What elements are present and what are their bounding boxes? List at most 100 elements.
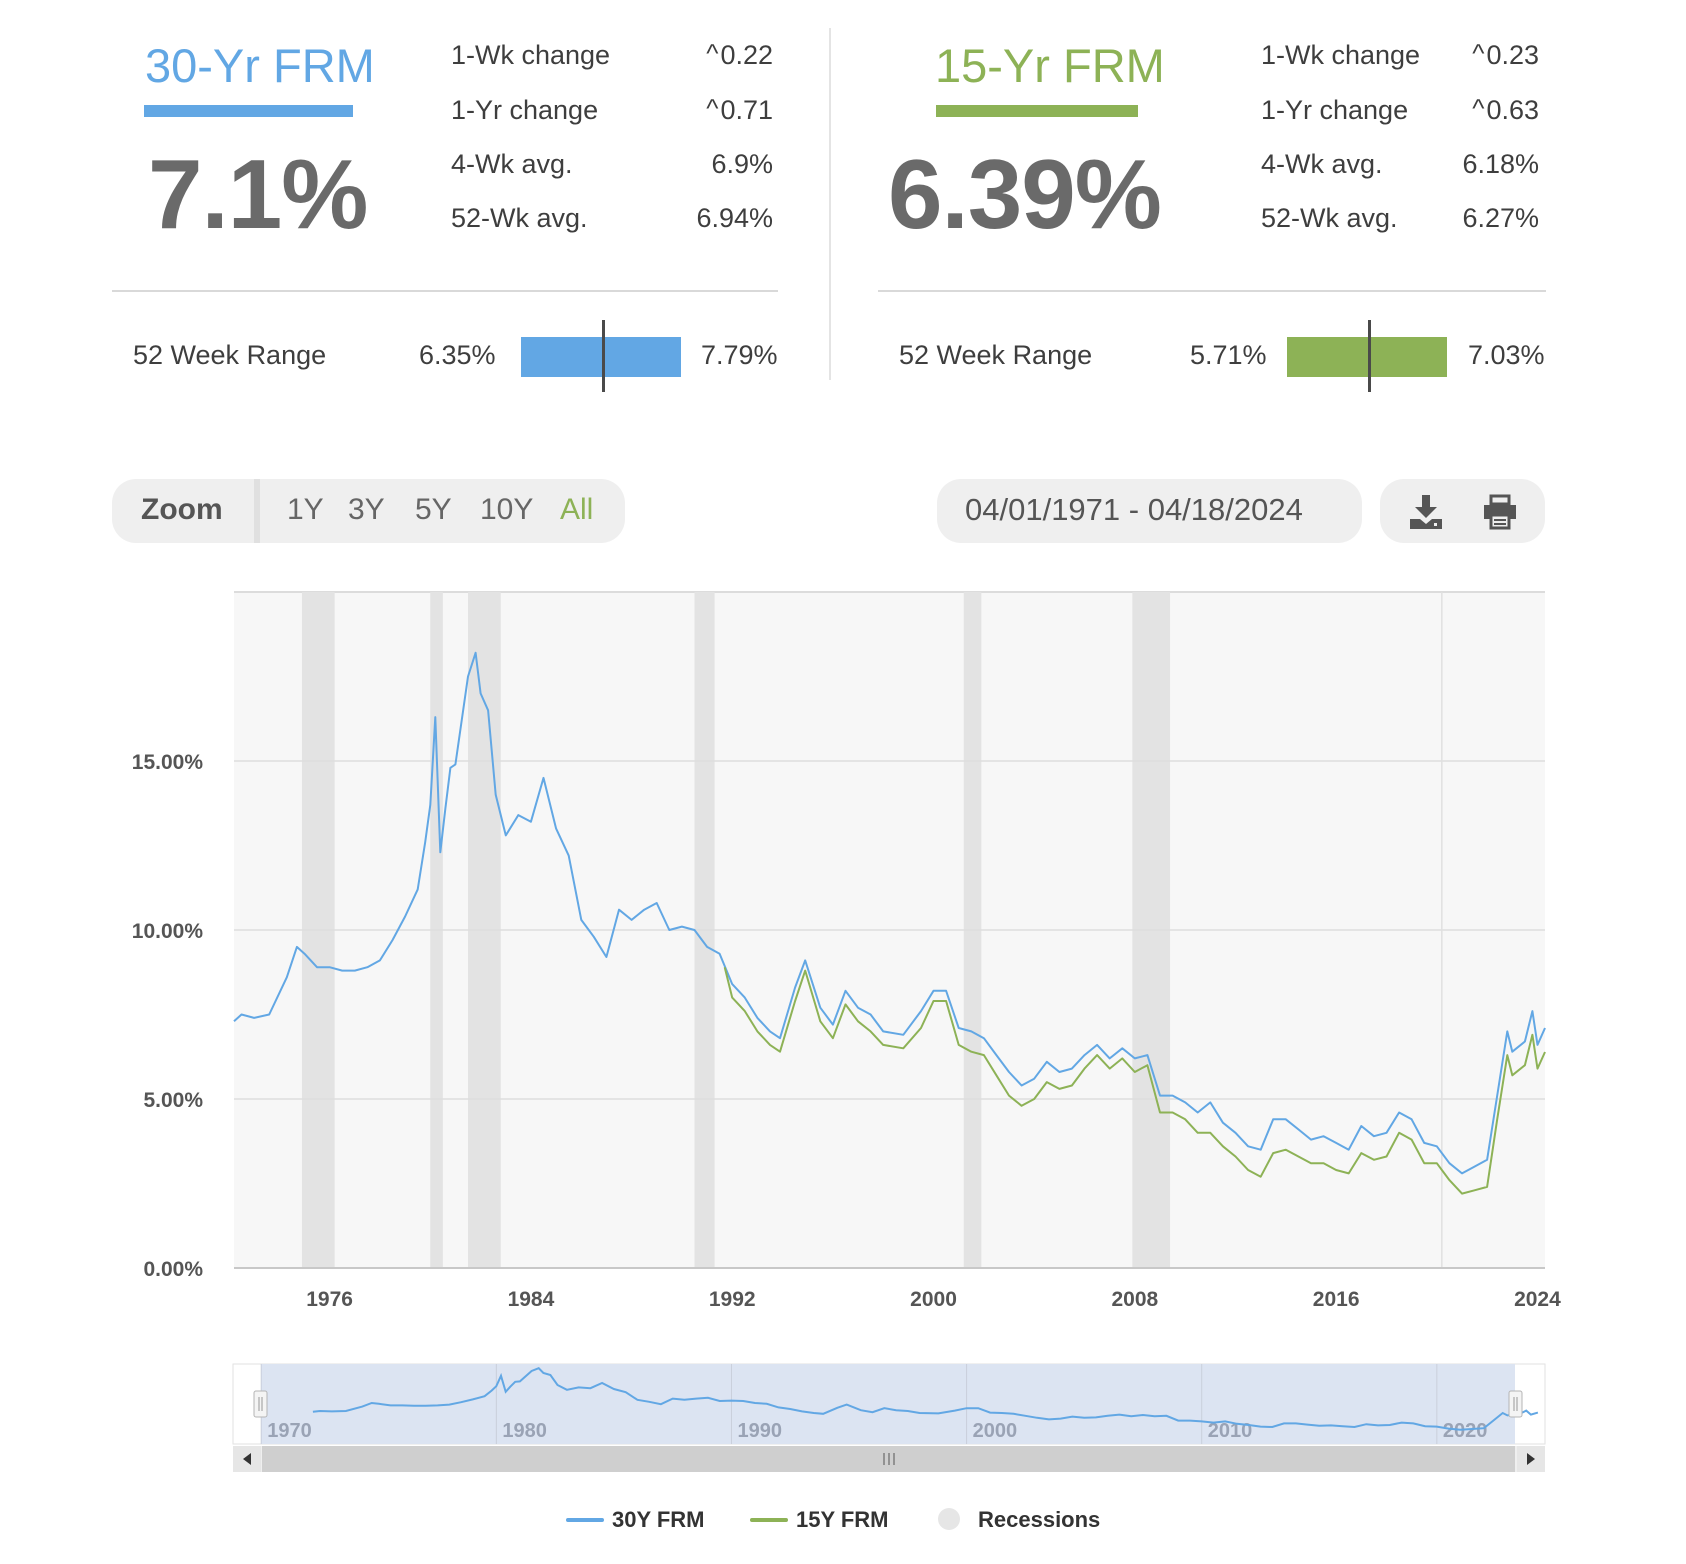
frm15-range-label: 52 Week Range [899,340,1093,370]
zoom-divider [254,479,260,543]
navigator-series-line [312,1367,1539,1431]
x-axis-labels: 1976 1984 1992 2000 2008 2016 2024 [306,1288,1561,1311]
legend-label-15y: 15Y FRM [796,1507,889,1532]
navigator-right-handle[interactable] [1508,1390,1523,1418]
frm15-1wk-change: 0.23 [1486,40,1539,70]
legend-label-recessions: Recessions [978,1507,1101,1532]
y-axis-labels: 0.00% 5.00% 10.00% 15.00% [132,751,204,1281]
summary-separator [829,28,831,380]
legend-item-15y[interactable]: 15Y FRM [750,1502,910,1538]
frm30-range-label: 52 Week Range [133,340,327,370]
frm30-1wk-change: 0.22 [720,40,773,70]
scroll-right-arrow-icon[interactable] [1517,1446,1545,1472]
frm15-stat-label-52wk: 52-Wk avg. [1261,203,1398,233]
frm30-range-high: 7.79% [701,340,778,370]
download-icon [1410,495,1442,529]
chart-legend: 30Y FRM 15Y FRM Recessions [566,1502,1126,1538]
frm15-stat-label-1yr: 1-Yr change [1261,95,1409,125]
frm30-1yr-change: 0.71 [720,95,773,125]
legend-dot-recessions [938,1508,960,1530]
frm15-stat-value-1wk: ^0.23 [1399,38,1539,71]
zoom-control: Zoom 1Y 3Y 5Y 10Y All [112,479,625,543]
frm30-stat-label-52wk: 52-Wk avg. [451,203,588,233]
scroll-left-arrow-icon[interactable] [233,1446,261,1472]
frm15-1yr-change: 0.63 [1486,95,1539,125]
caret-up-icon: ^ [1472,93,1485,123]
frm30-title: 30-Yr FRM [145,39,375,92]
caret-up-icon: ^ [1472,38,1485,68]
zoom-5y-button[interactable]: 5Y [415,493,452,526]
frm15-underline [936,105,1138,117]
y-tick-label: 5.00% [143,1089,203,1112]
frm15-stat-label-4wk: 4-Wk avg. [1261,149,1383,179]
zoom-1y-button[interactable]: 1Y [287,493,324,526]
frm15-rate: 6.39% [888,139,1162,249]
rates-chart[interactable]: 0.00% 5.00% 10.00% 15.00% 1976 1984 1992 2000 2… [0,580,1686,1315]
navigator-tick-label: 2000 [973,1420,1018,1442]
series-lines [233,651,1546,1195]
frm30-stat-label-1yr: 1-Yr change [451,95,599,125]
x-tick-label: 2000 [910,1288,957,1311]
navigator-tick-label: 1980 [502,1420,547,1442]
frm30-stat-value-1wk: ^0.22 [633,38,773,71]
x-tick-label: 1984 [508,1288,555,1311]
frm30-divider [112,290,778,292]
frm15-divider [878,290,1546,292]
navigator-labels: 1970 1980 1990 2000 2010 2020 [267,1420,1487,1442]
frm15-stat-value-52wk: 6.27% [1462,203,1539,233]
navigator-left-handle[interactable] [253,1390,268,1418]
navigator-tick-label: 1970 [267,1420,312,1442]
frm15-range-low: 5.71% [1190,340,1267,370]
y-tick-label: 10.00% [132,920,204,943]
date-range-field[interactable]: 04/01/1971 - 04/18/2024 [937,479,1362,543]
frm30-underline [144,105,353,117]
print-icon [1484,494,1516,530]
frm30-range-bar [521,337,681,377]
zoom-3y-button[interactable]: 3Y [348,493,385,526]
frm30-rate: 7.1% [148,139,368,249]
y-tick-label: 15.00% [132,751,204,774]
frm30-stat-value-1yr: ^0.71 [633,93,773,126]
frm15-stat-value-1yr: ^0.63 [1399,93,1539,126]
legend-label-30y: 30Y FRM [612,1507,705,1532]
frm30-stat-label-4wk: 4-Wk avg. [451,149,573,179]
caret-up-icon: ^ [706,38,719,68]
navigator-scrollbar[interactable] [233,1446,1545,1472]
legend-line-30y [566,1518,604,1522]
legend-item-30y[interactable]: 30Y FRM [566,1502,726,1538]
frm30-stat-value-52wk: 6.94% [696,203,773,233]
legend-item-recessions[interactable]: Recessions [938,1502,1118,1538]
frm15-stat-label-1wk: 1-Wk change [1261,40,1421,70]
frm15-title: 15-Yr FRM [935,39,1165,92]
x-tick-label: 1992 [709,1288,756,1311]
frm30-range-marker [601,320,605,392]
navigator-selection [261,1364,1515,1444]
range-navigator[interactable]: 1970 1980 1990 2000 2010 2020 [0,1360,1686,1475]
zoom-10y-button[interactable]: 10Y [480,493,534,526]
series-line-30y-frm [233,651,1546,1175]
series-line-15y-frm [723,966,1546,1195]
navigator-tick-label: 1990 [737,1420,782,1442]
zoom-label: Zoom [141,493,223,526]
date-range-text: 04/01/1971 - 04/18/2024 [965,492,1303,527]
print-button[interactable] [1480,493,1520,531]
y-tick-label: 0.00% [143,1258,203,1281]
frm30-stat-value-4wk: 6.9% [711,149,773,179]
download-button[interactable] [1406,493,1446,531]
legend-line-15y [750,1518,788,1522]
navigator-grid [260,1364,1438,1444]
navigator-tick-label: 2020 [1443,1420,1488,1442]
navigator-tick-label: 2010 [1208,1420,1253,1442]
x-tick-label: 1976 [306,1288,353,1311]
frm30-range-low: 6.35% [419,340,496,370]
frm15-stat-value-4wk: 6.18% [1462,149,1539,179]
x-tick-label: 2008 [1111,1288,1158,1311]
chart-actions [1380,479,1545,543]
x-tick-label: 2024 [1514,1288,1561,1311]
caret-up-icon: ^ [706,93,719,123]
frm30-stat-label-1wk: 1-Wk change [451,40,611,70]
frm15-range-bar [1287,337,1447,377]
grid-lines [234,592,1545,1268]
frm15-range-high: 7.03% [1468,340,1545,370]
zoom-all-button[interactable]: All [560,493,594,526]
